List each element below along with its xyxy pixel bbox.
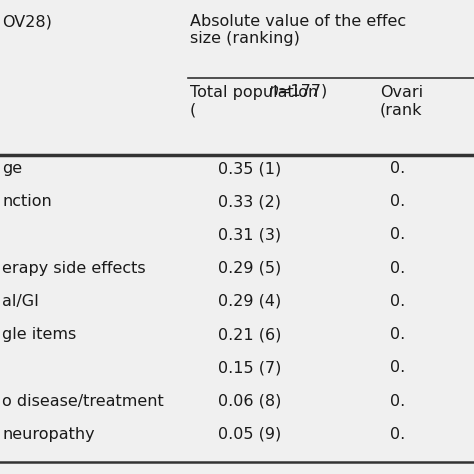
Text: gle items: gle items bbox=[2, 327, 76, 342]
Text: 0.: 0. bbox=[390, 327, 405, 342]
Text: 0.06 (8): 0.06 (8) bbox=[219, 393, 282, 409]
Text: 0.31 (3): 0.31 (3) bbox=[219, 228, 282, 242]
Text: nction: nction bbox=[2, 194, 52, 209]
Text: neuropathy: neuropathy bbox=[2, 427, 95, 442]
Text: 0.33 (2): 0.33 (2) bbox=[219, 194, 282, 209]
Text: Absolute value of the effec
size (ranking): Absolute value of the effec size (rankin… bbox=[190, 14, 406, 46]
Text: al/GI: al/GI bbox=[2, 294, 39, 309]
Text: 0.35 (1): 0.35 (1) bbox=[219, 161, 282, 176]
Text: n: n bbox=[268, 83, 278, 98]
Text: ge: ge bbox=[2, 161, 22, 176]
Text: =177): =177) bbox=[277, 83, 327, 98]
Text: 0.: 0. bbox=[390, 161, 405, 176]
Text: OV28): OV28) bbox=[2, 14, 52, 29]
Text: 0.21 (6): 0.21 (6) bbox=[219, 327, 282, 342]
Text: 0.: 0. bbox=[390, 228, 405, 242]
Text: 0.15 (7): 0.15 (7) bbox=[219, 360, 282, 375]
Text: 0.29 (4): 0.29 (4) bbox=[219, 294, 282, 309]
Text: 0.: 0. bbox=[390, 194, 405, 209]
Text: 0.: 0. bbox=[390, 393, 405, 409]
Text: 0.: 0. bbox=[390, 360, 405, 375]
Text: 0.29 (5): 0.29 (5) bbox=[219, 261, 282, 276]
Text: o disease/treatment: o disease/treatment bbox=[2, 393, 164, 409]
Text: erapy side effects: erapy side effects bbox=[2, 261, 146, 276]
Text: 0.: 0. bbox=[390, 427, 405, 442]
Text: Ovari
(rank: Ovari (rank bbox=[380, 85, 423, 118]
Text: 0.: 0. bbox=[390, 261, 405, 276]
Text: 0.: 0. bbox=[390, 294, 405, 309]
Text: Total population
(: Total population ( bbox=[190, 85, 318, 118]
Text: 0.05 (9): 0.05 (9) bbox=[219, 427, 282, 442]
